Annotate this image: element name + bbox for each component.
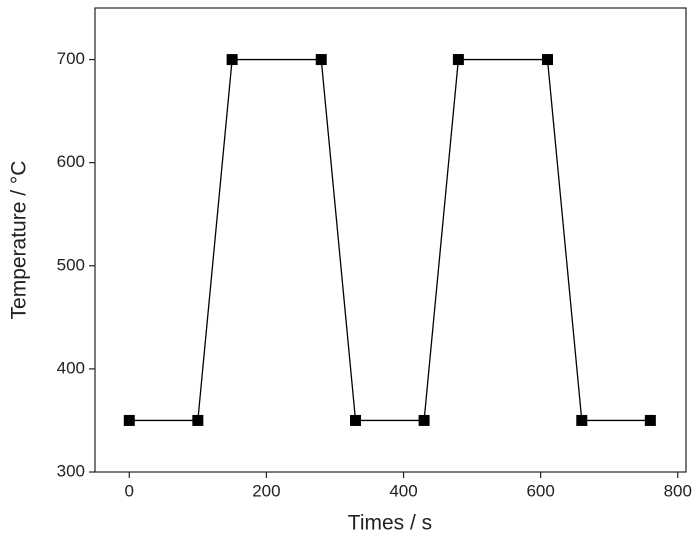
x-axis-title: Times / s xyxy=(348,512,432,535)
marker xyxy=(192,414,204,426)
marker xyxy=(576,414,588,426)
marker xyxy=(350,414,362,426)
x-tick-label: 200 xyxy=(252,481,280,500)
series-line xyxy=(129,58,651,422)
marker xyxy=(542,54,554,66)
x-tick-label: 400 xyxy=(389,481,417,500)
marker xyxy=(644,414,656,426)
plot-frame xyxy=(94,7,687,473)
y-tick-label: 600 xyxy=(57,152,85,171)
y-tick-label: 700 xyxy=(57,49,85,68)
marker xyxy=(226,54,238,66)
marker xyxy=(452,54,464,66)
x-tick-label: 600 xyxy=(526,481,554,500)
marker xyxy=(418,414,430,426)
y-axis-title: Temperature / °C xyxy=(8,161,31,320)
marker xyxy=(315,54,327,66)
y-tick-label: 500 xyxy=(57,255,85,274)
y-tick-label: 400 xyxy=(57,358,85,377)
y-tick-label: 300 xyxy=(57,461,85,480)
marker xyxy=(123,414,135,426)
x-tick-label: 0 xyxy=(125,481,134,500)
x-tick-label: 800 xyxy=(664,481,692,500)
